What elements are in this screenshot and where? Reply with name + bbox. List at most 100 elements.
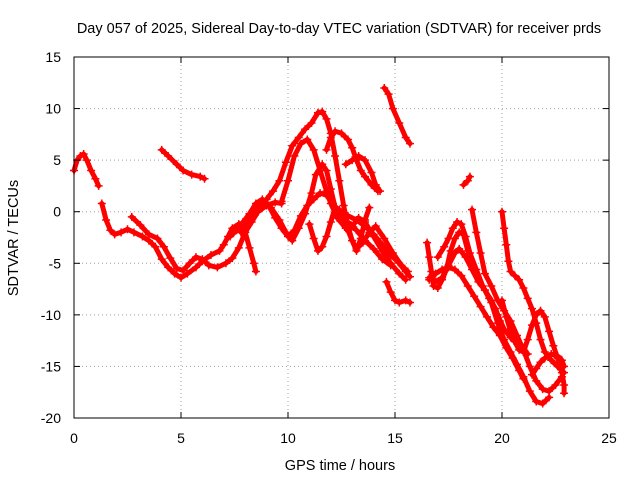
data-point xyxy=(309,145,318,154)
data-point xyxy=(423,238,432,247)
data-point xyxy=(448,224,457,233)
data-point xyxy=(313,246,322,255)
data-point xyxy=(335,176,344,185)
x-tick-label: 10 xyxy=(280,430,296,446)
data-point xyxy=(262,195,271,204)
data-point xyxy=(386,288,395,297)
data-point xyxy=(547,350,556,359)
data-point xyxy=(485,294,494,303)
data-point xyxy=(551,380,560,389)
data-point xyxy=(438,265,447,274)
data-point xyxy=(425,275,434,284)
data-point xyxy=(179,166,188,175)
data-point xyxy=(249,259,258,268)
data-point xyxy=(251,199,260,208)
data-point xyxy=(495,331,504,340)
series-line xyxy=(306,205,372,254)
series-arc-12 xyxy=(380,83,414,148)
data-point xyxy=(326,218,335,227)
data-point xyxy=(502,312,511,321)
data-point xyxy=(440,242,449,251)
data-point xyxy=(395,298,404,307)
data-point xyxy=(431,269,440,278)
data-point xyxy=(361,215,370,224)
data-point xyxy=(560,389,569,398)
data-point xyxy=(301,125,310,134)
data-point xyxy=(468,205,477,214)
data-point xyxy=(352,226,361,235)
data-point xyxy=(281,228,290,237)
data-point xyxy=(380,83,389,92)
data-point xyxy=(519,347,528,356)
data-point xyxy=(476,248,485,257)
data-point xyxy=(465,248,474,257)
data-point xyxy=(431,277,440,286)
data-point xyxy=(560,380,569,389)
data-point xyxy=(94,181,103,190)
data-point xyxy=(510,271,519,280)
data-point xyxy=(403,267,412,276)
data-point xyxy=(294,224,303,233)
data-point xyxy=(301,209,310,218)
data-point xyxy=(527,304,536,313)
series-arc-9 xyxy=(305,203,374,255)
data-point xyxy=(371,222,380,231)
data-point xyxy=(378,246,387,255)
data-point xyxy=(523,294,532,303)
data-point xyxy=(348,156,357,165)
series-arc-4 xyxy=(157,145,209,183)
data-point xyxy=(553,352,562,361)
data-point xyxy=(395,269,404,278)
data-point xyxy=(266,203,275,212)
data-point xyxy=(361,156,370,165)
data-point xyxy=(245,243,254,252)
x-tick-label: 25 xyxy=(601,430,617,446)
data-point xyxy=(515,345,524,354)
data-point xyxy=(153,234,162,243)
data-point xyxy=(500,224,509,233)
x-tick-label: 5 xyxy=(177,430,185,446)
series-arc-21 xyxy=(498,296,569,398)
data-point xyxy=(545,387,554,396)
data-point xyxy=(356,166,365,175)
data-point xyxy=(433,253,442,262)
data-point xyxy=(228,224,237,233)
data-point xyxy=(213,263,222,272)
series-arc-8 xyxy=(266,160,395,270)
data-point xyxy=(288,141,297,150)
data-point xyxy=(316,189,325,198)
x-tick-label: 15 xyxy=(387,430,403,446)
data-point xyxy=(144,230,153,239)
data-point xyxy=(313,108,322,117)
y-tick-label: 15 xyxy=(45,49,61,65)
data-point xyxy=(341,160,350,169)
data-point xyxy=(281,158,290,167)
data-point xyxy=(450,248,459,257)
data-point xyxy=(172,264,181,273)
data-point xyxy=(352,246,361,255)
data-point xyxy=(243,220,252,229)
data-point xyxy=(187,170,196,179)
x-tick-labels: 0 5 10 15 20 25 xyxy=(70,430,617,446)
data-point xyxy=(427,267,436,276)
data-point xyxy=(311,170,320,179)
data-point xyxy=(275,176,284,185)
data-point xyxy=(491,304,500,313)
data-point xyxy=(538,385,547,394)
data-point xyxy=(236,228,245,237)
data-point xyxy=(196,172,205,181)
data-point xyxy=(288,236,297,245)
data-point xyxy=(91,174,100,183)
data-point xyxy=(386,261,395,270)
data-point xyxy=(307,189,316,198)
data-point xyxy=(185,259,194,268)
y-tick-label: -10 xyxy=(41,307,61,323)
y-tick-label: -20 xyxy=(41,410,61,426)
data-point xyxy=(549,341,558,350)
data-point xyxy=(322,232,331,241)
data-point xyxy=(166,254,175,263)
y-tick-label: -5 xyxy=(49,255,62,271)
data-point xyxy=(348,143,357,152)
data-point xyxy=(480,269,489,278)
data-point xyxy=(322,145,331,154)
